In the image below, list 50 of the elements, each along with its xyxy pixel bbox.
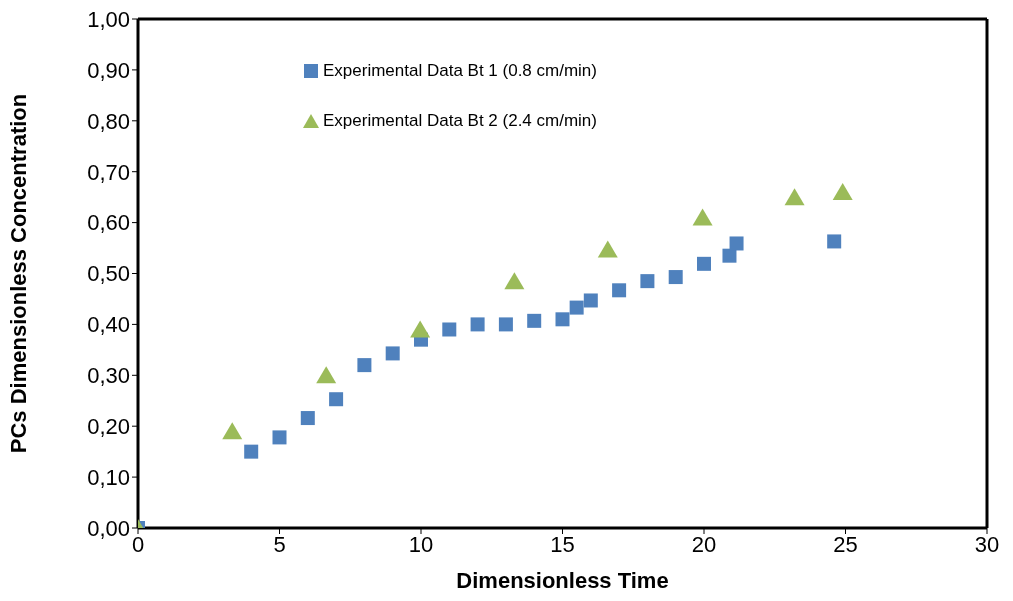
y-tick-label: 0,20 (87, 414, 130, 440)
point (316, 366, 337, 384)
point (329, 392, 344, 407)
x-tick-label: 5 (273, 531, 286, 557)
y-tick-label: 0,90 (87, 57, 130, 83)
point (527, 313, 542, 328)
point (357, 358, 372, 373)
y-tick-label: 0,40 (87, 312, 130, 338)
point (385, 346, 400, 361)
point (498, 317, 513, 332)
x-axis-title: Dimensionless Time (456, 568, 669, 593)
point (442, 322, 457, 337)
point (300, 411, 315, 426)
point (470, 317, 485, 332)
x-tick-label: 30 (974, 531, 1000, 557)
y-tick-label: 0,60 (87, 210, 130, 236)
legend-label: Experimental Data Bt 1 (0.8 cm/min) (323, 61, 597, 81)
point (784, 188, 805, 206)
legend-label: Experimental Data Bt 2 (2.4 cm/min) (323, 111, 597, 131)
x-tick-label: 25 (833, 531, 858, 557)
point (832, 183, 853, 201)
point (244, 444, 259, 459)
x-tick-label: 0 (131, 531, 145, 557)
point (569, 300, 584, 315)
point (668, 270, 683, 285)
y-tick-label: 0,10 (87, 464, 130, 490)
y-tick-label: 1,00 (87, 6, 130, 32)
x-tick-label: 20 (691, 531, 717, 557)
point (722, 248, 737, 263)
point (583, 293, 598, 308)
point (504, 272, 525, 290)
x-tick-label: 10 (408, 531, 434, 557)
point (272, 430, 287, 445)
x-tick-label: 15 (550, 531, 575, 557)
point (729, 236, 744, 251)
y-tick-label: 0,80 (87, 108, 130, 134)
point (597, 240, 618, 258)
point (827, 234, 842, 249)
point (222, 422, 243, 440)
point (640, 274, 655, 289)
point (697, 256, 711, 271)
y-tick-label: 0,00 (87, 515, 130, 541)
y-tick-label: 0,50 (87, 261, 130, 287)
point (410, 320, 431, 338)
point (555, 312, 570, 327)
point (692, 208, 713, 226)
y-tick-label: 0,70 (87, 159, 130, 185)
y-axis-title: PCs Dimensionless Concentration (5, 93, 31, 454)
point (612, 283, 627, 298)
y-tick-label: 0,30 (87, 363, 130, 389)
